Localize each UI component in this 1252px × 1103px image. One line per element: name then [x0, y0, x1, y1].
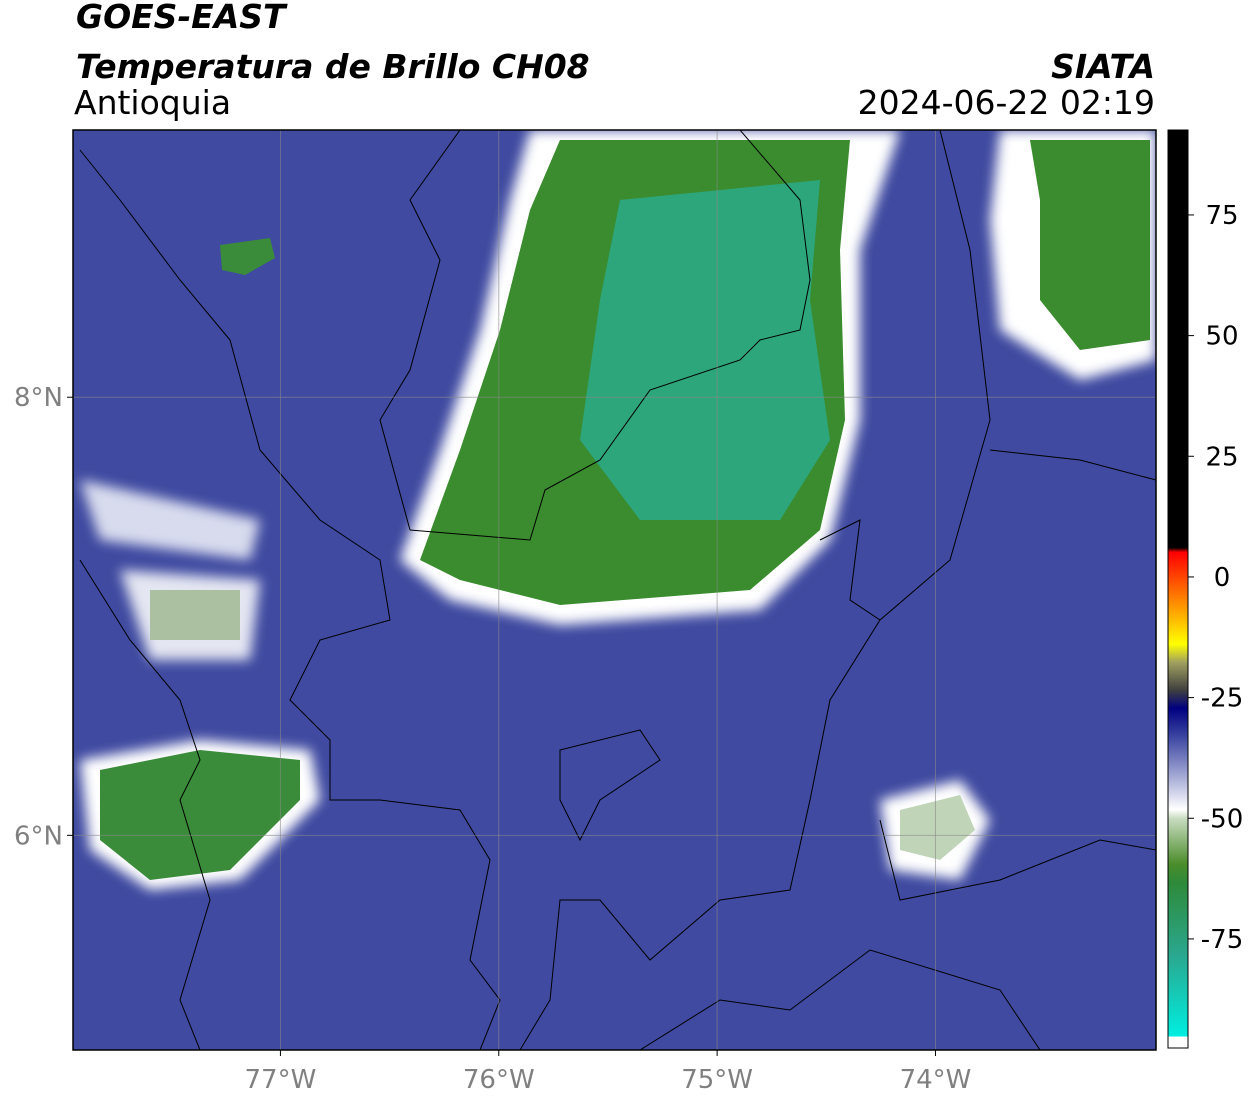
datetime: 2024-06-22 02:19 [858, 83, 1155, 122]
colorbar-tick-label: 75 [1205, 201, 1238, 231]
x-tick-label: 76°W [463, 1065, 535, 1095]
subtitle: Temperatura de Brillo CH08 [76, 47, 590, 86]
map-frame [72, 129, 1157, 1051]
colorbar-tick-label: 0 [1214, 563, 1231, 593]
colorbar-tick-label: -50 [1201, 804, 1243, 834]
y-tick-label: 6°N [14, 821, 63, 851]
x-tick-label: 74°W [900, 1065, 972, 1095]
region: Antioquia [74, 83, 231, 122]
map-image [73, 130, 1156, 1050]
colorbar [1167, 129, 1189, 1049]
colorbar-tick-label: -75 [1201, 925, 1243, 955]
source: SIATA [1051, 47, 1155, 86]
y-tick-label: 8°N [14, 383, 63, 413]
x-tick-label: 75°W [681, 1065, 753, 1095]
colorbar-tick-label: -25 [1201, 684, 1243, 714]
grid [73, 130, 1156, 1050]
x-tick-label: 77°W [245, 1065, 317, 1095]
colorbar-tick-label: 50 [1205, 322, 1238, 352]
title: GOES-EAST [76, 0, 288, 36]
colorbar-tick-label: 25 [1205, 442, 1238, 472]
